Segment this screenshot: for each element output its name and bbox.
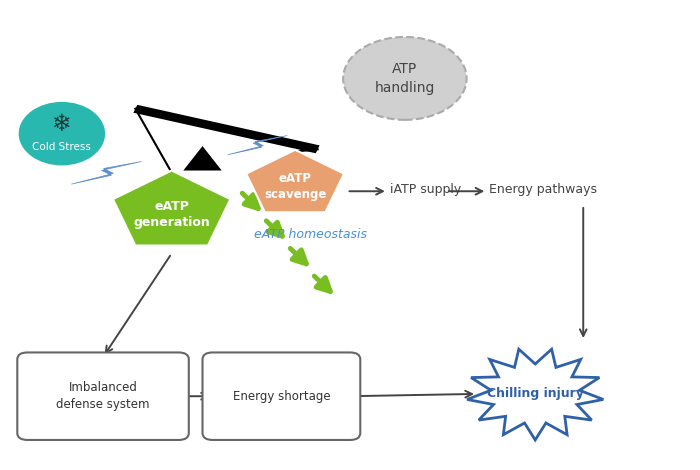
Polygon shape	[71, 162, 141, 184]
Text: Chilling injury: Chilling injury	[486, 387, 584, 400]
FancyBboxPatch shape	[202, 352, 360, 440]
Polygon shape	[113, 171, 230, 245]
Text: ATP
handling: ATP handling	[374, 62, 435, 94]
Text: eATP homeostasis: eATP homeostasis	[254, 228, 367, 242]
Text: Cold Stress: Cold Stress	[32, 141, 91, 151]
Text: Energy pathways: Energy pathways	[489, 183, 597, 196]
Text: Energy shortage: Energy shortage	[232, 390, 330, 403]
Text: Imbalanced
defense system: Imbalanced defense system	[56, 381, 150, 411]
Text: iATP supply: iATP supply	[390, 183, 461, 196]
Polygon shape	[134, 105, 320, 153]
Polygon shape	[228, 135, 287, 155]
Ellipse shape	[343, 37, 467, 120]
Text: ❄: ❄	[52, 111, 72, 135]
Polygon shape	[183, 146, 222, 171]
Text: eATP
scavenge: eATP scavenge	[264, 172, 326, 201]
FancyBboxPatch shape	[18, 352, 189, 440]
Text: eATP
generation: eATP generation	[133, 200, 210, 229]
Polygon shape	[246, 150, 344, 212]
Ellipse shape	[18, 101, 106, 167]
Polygon shape	[467, 349, 603, 440]
